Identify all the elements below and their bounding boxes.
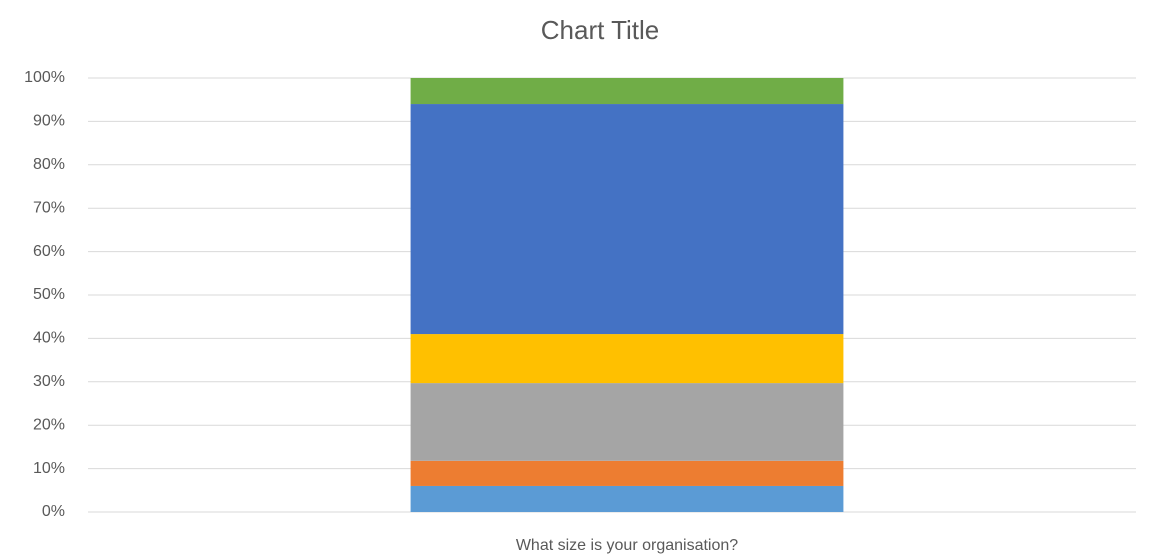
y-tick-label: 10% <box>33 460 65 477</box>
bar-segment <box>410 104 844 335</box>
y-tick-label: 100% <box>24 69 65 86</box>
y-tick-label: 50% <box>33 286 65 303</box>
y-tick-label: 0% <box>42 503 65 520</box>
x-tick-label: What size is your organisation? <box>516 537 738 554</box>
bar-segment <box>410 460 844 486</box>
y-tick-label: 60% <box>33 243 65 260</box>
bar-segment <box>410 485 844 512</box>
y-tick-label: 40% <box>33 330 65 347</box>
y-tick-label: 20% <box>33 416 65 433</box>
y-tick-label: 70% <box>33 199 65 216</box>
bar-segment <box>410 334 844 384</box>
bar-segment <box>410 383 844 461</box>
y-tick-label: 80% <box>33 156 65 173</box>
y-tick-label: 90% <box>33 113 65 130</box>
chart-title: Chart Title <box>541 15 660 45</box>
bar-segment <box>410 78 844 105</box>
y-tick-label: 30% <box>33 373 65 390</box>
